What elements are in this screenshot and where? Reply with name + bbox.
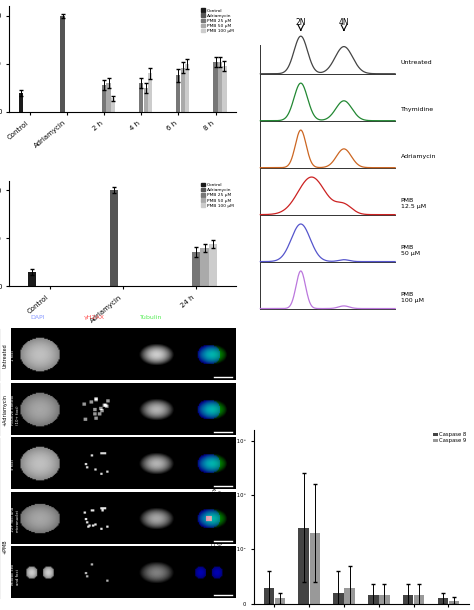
Text: 2N: 2N: [295, 18, 306, 27]
Bar: [275, 598, 285, 604]
Text: 9 foci: 9 foci: [11, 459, 15, 470]
Bar: [209, 244, 218, 287]
Bar: [124, 547, 180, 598]
Text: PMB
50 μM: PMB 50 μM: [401, 245, 419, 256]
Bar: [218, 62, 222, 112]
Bar: [148, 73, 152, 112]
Legend: Control, Adriamycin, PMB 25 μM, PMB 50 μM, PMB 100 μM: Control, Adriamycin, PMB 25 μM, PMB 50 μ…: [201, 183, 234, 207]
Text: Untreated: Untreated: [2, 343, 7, 368]
Text: Positive control
(10+ foci): Positive control (10+ foci): [11, 395, 20, 425]
Text: Mitotic cell
and foci: Mitotic cell and foci: [11, 563, 20, 584]
Bar: [181, 492, 237, 544]
Bar: [67, 329, 123, 381]
Bar: [102, 85, 106, 112]
Bar: [110, 190, 118, 287]
Bar: [10, 383, 67, 435]
Bar: [414, 595, 424, 604]
Bar: [10, 547, 67, 598]
Bar: [67, 437, 123, 489]
Bar: [124, 437, 180, 489]
Text: DAPI: DAPI: [30, 315, 45, 320]
Text: 4N: 4N: [338, 18, 349, 27]
Bar: [181, 329, 237, 381]
Text: +Adriamycin: +Adriamycin: [2, 395, 7, 426]
Bar: [10, 437, 67, 489]
Text: 10+ foci and
micronuclei: 10+ foci and micronuclei: [11, 507, 20, 532]
Bar: [111, 98, 115, 112]
Bar: [124, 383, 180, 435]
Bar: [124, 329, 180, 381]
Bar: [61, 16, 64, 112]
Text: Adriamycin: Adriamycin: [401, 154, 436, 159]
Bar: [368, 595, 379, 604]
Bar: [181, 68, 185, 112]
Bar: [213, 62, 218, 112]
Bar: [185, 64, 190, 112]
Bar: [403, 595, 413, 604]
Bar: [19, 93, 23, 112]
Text: 3C.: 3C.: [241, 0, 261, 2]
Legend: Control, Adriamycin, PMB 25 μM, PMB 50 μM, PMB 100 μM: Control, Adriamycin, PMB 25 μM, PMB 50 μ…: [201, 9, 234, 33]
Bar: [144, 88, 148, 112]
Bar: [191, 252, 200, 287]
Bar: [181, 547, 237, 598]
Bar: [67, 383, 123, 435]
Bar: [10, 492, 67, 544]
Bar: [222, 66, 227, 112]
Bar: [67, 547, 123, 598]
Bar: [299, 528, 309, 604]
Text: Thymidine: Thymidine: [401, 107, 434, 112]
Bar: [28, 272, 36, 287]
Bar: [310, 533, 320, 604]
Text: Tubulin: Tubulin: [140, 315, 162, 320]
Y-axis label: Caspase 8/9 activity
(Fluorescence/cell): Caspase 8/9 activity (Fluorescence/cell): [212, 487, 223, 547]
Text: 1 foci: 1 foci: [11, 350, 15, 361]
Bar: [449, 601, 459, 604]
Bar: [10, 329, 67, 381]
Text: Untreated: Untreated: [401, 60, 432, 65]
Bar: [139, 83, 143, 112]
Text: Merge: Merge: [198, 315, 218, 320]
Bar: [124, 492, 180, 544]
Bar: [201, 248, 209, 287]
Bar: [264, 587, 274, 604]
Bar: [181, 437, 237, 489]
Bar: [333, 593, 344, 604]
Legend: Caspase 8, Caspase 9: Caspase 8, Caspase 9: [432, 432, 466, 443]
Text: 3D.: 3D.: [206, 404, 228, 414]
Bar: [181, 383, 237, 435]
Text: PMB
12.5 μM: PMB 12.5 μM: [401, 198, 426, 209]
Text: PMB
100 μM: PMB 100 μM: [401, 292, 424, 303]
Bar: [438, 598, 448, 604]
Bar: [379, 595, 390, 604]
Bar: [67, 492, 123, 544]
Text: γH2AX: γH2AX: [84, 315, 105, 320]
Bar: [344, 587, 355, 604]
Bar: [107, 83, 111, 112]
Text: +PMB: +PMB: [2, 539, 7, 554]
Bar: [176, 76, 181, 112]
